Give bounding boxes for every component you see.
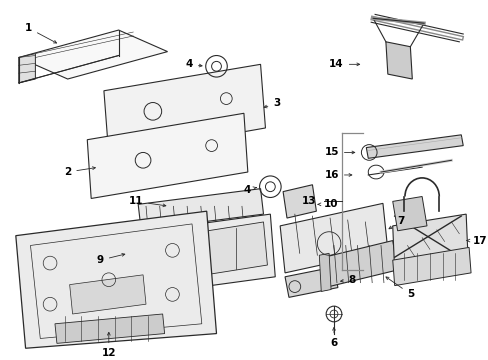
Text: 9: 9: [97, 253, 124, 265]
Polygon shape: [392, 197, 426, 231]
Text: 4: 4: [185, 59, 202, 69]
Polygon shape: [55, 314, 164, 343]
Text: 4: 4: [243, 185, 256, 195]
Text: 6: 6: [330, 328, 337, 348]
Polygon shape: [283, 185, 316, 218]
Text: 15: 15: [324, 148, 354, 157]
Polygon shape: [138, 189, 263, 230]
Text: 14: 14: [328, 59, 359, 69]
Polygon shape: [324, 240, 397, 287]
Text: 5: 5: [385, 277, 414, 300]
Text: 16: 16: [324, 170, 351, 180]
Text: 17: 17: [466, 235, 487, 246]
Polygon shape: [319, 253, 330, 292]
Polygon shape: [280, 203, 387, 273]
Polygon shape: [146, 222, 267, 284]
Polygon shape: [285, 267, 337, 297]
Polygon shape: [392, 214, 467, 272]
Text: 12: 12: [102, 332, 116, 358]
Polygon shape: [366, 135, 462, 158]
Text: 3: 3: [264, 99, 280, 108]
Polygon shape: [19, 30, 167, 79]
Polygon shape: [69, 275, 146, 314]
Polygon shape: [87, 113, 247, 198]
Polygon shape: [126, 214, 275, 296]
Polygon shape: [104, 64, 265, 156]
Text: 13: 13: [302, 197, 316, 206]
Text: 8: 8: [340, 275, 355, 285]
Polygon shape: [19, 54, 35, 83]
Polygon shape: [385, 42, 411, 79]
Text: 7: 7: [388, 216, 404, 229]
Polygon shape: [392, 247, 470, 285]
Text: 10: 10: [317, 199, 338, 209]
Polygon shape: [16, 211, 216, 348]
Text: 1: 1: [25, 23, 57, 43]
Text: 11: 11: [128, 197, 165, 207]
Text: 2: 2: [64, 167, 95, 177]
